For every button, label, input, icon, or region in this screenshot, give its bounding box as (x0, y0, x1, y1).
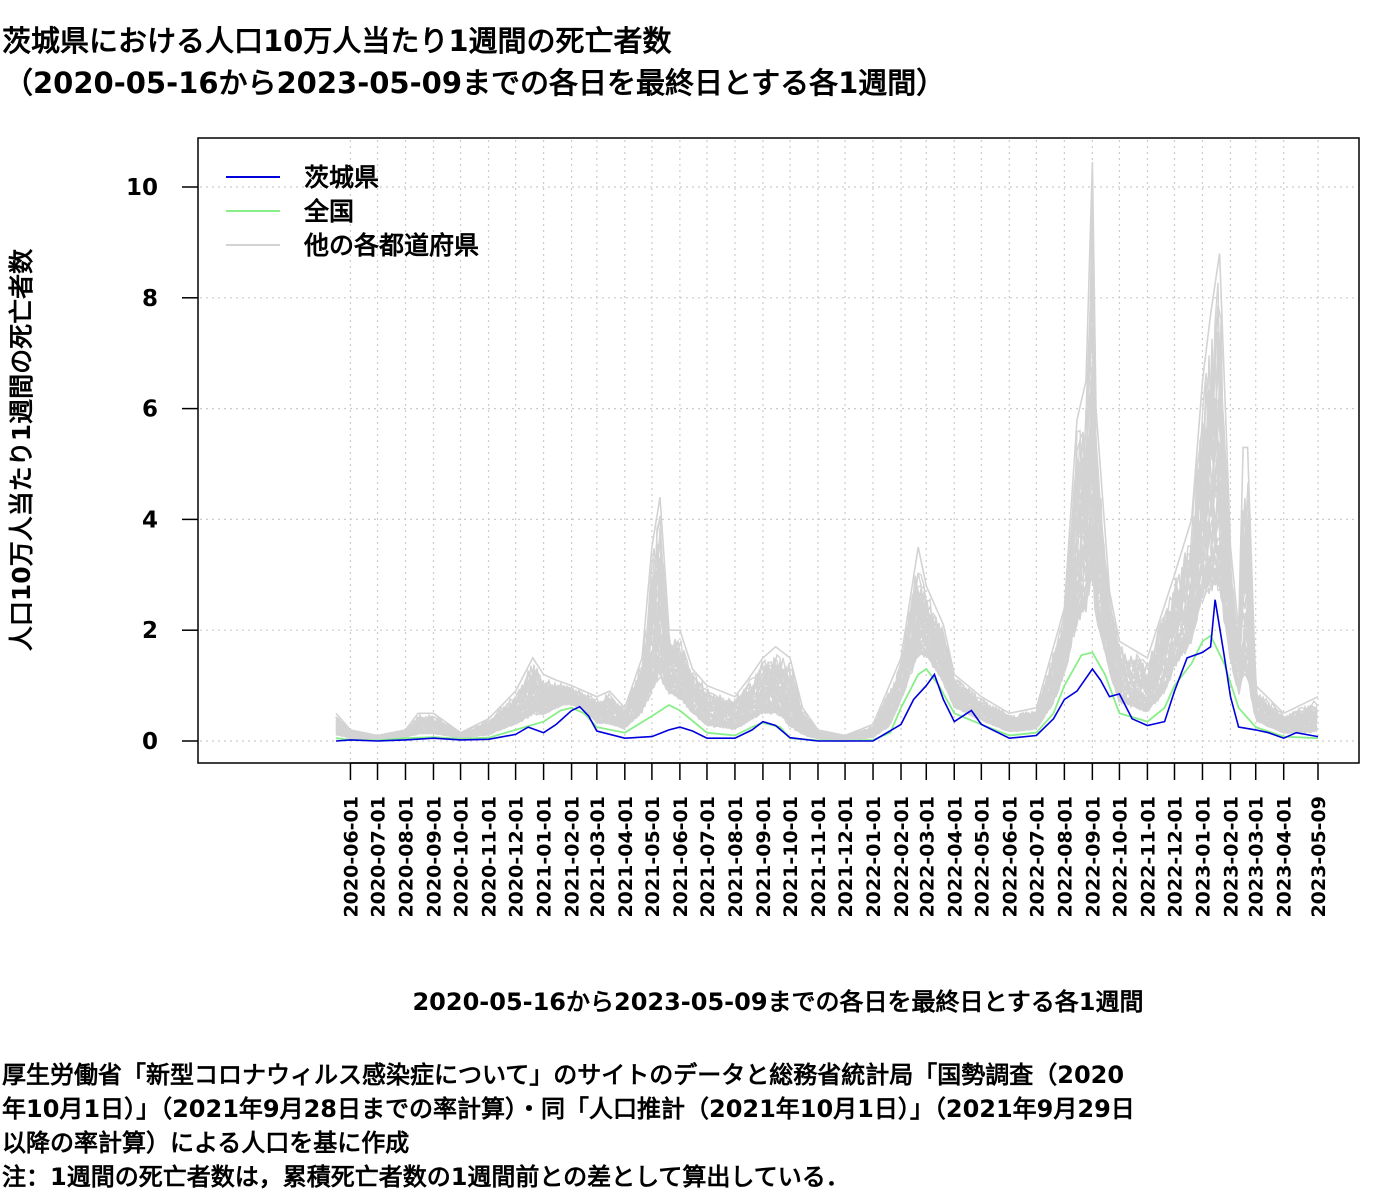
x-tick-label: 2022-01-01 (863, 796, 885, 918)
other-prefecture-line (335, 542, 1318, 741)
other-prefecture-line (335, 383, 1318, 739)
source-note-line: 厚生労働省「新型コロナウィルス感染症について」のサイトのデータと総務省統計局「国… (2, 1061, 1125, 1089)
x-tick-label: 2022-08-01 (1054, 796, 1076, 918)
other-prefecture-line (335, 541, 1318, 741)
other-prefecture-line (335, 396, 1318, 739)
x-tick-label: 2022-06-01 (999, 796, 1021, 918)
other-prefecture-line (335, 429, 1318, 740)
other-prefecture-line (335, 438, 1318, 740)
x-tick-label: 2021-06-01 (670, 796, 692, 918)
x-tick-label: 2020-07-01 (368, 796, 390, 918)
other-prefecture-line (335, 409, 1318, 739)
y-tick-label: 8 (142, 286, 158, 312)
y-tick-label: 10 (126, 175, 158, 201)
other-prefecture-peak-line (335, 162, 1319, 737)
x-tick-label: 2023-04-01 (1274, 796, 1296, 918)
source-note-line: 注：1週間の死亡者数は，累積死亡者数の1週間前との差として算出している． (2, 1163, 850, 1191)
x-tick-label: 2021-02-01 (562, 796, 584, 918)
x-tick-label: 2021-07-01 (697, 796, 719, 918)
legend-label: 他の各都道府県 (303, 231, 479, 260)
x-tick-label: 2022-05-01 (971, 796, 993, 918)
y-tick-label: 2 (142, 618, 158, 644)
x-tick-label: 2021-11-01 (808, 796, 830, 918)
x-tick-label: 2023-02-01 (1220, 796, 1242, 918)
x-tick-label: 2021-10-01 (780, 796, 802, 918)
series-layer (335, 162, 1319, 742)
other-prefecture-line (335, 385, 1318, 739)
other-prefecture-line (335, 463, 1318, 741)
x-tick-label: 2021-08-01 (725, 796, 747, 918)
other-prefecture-line (335, 250, 1318, 738)
x-tick-label: 2022-02-01 (891, 796, 913, 918)
x-tick-label: 2020-11-01 (479, 796, 501, 918)
x-tick-label: 2022-04-01 (944, 796, 966, 918)
y-tick-label: 4 (142, 507, 158, 533)
x-tick-label: 2023-05-09 (1308, 796, 1330, 918)
chart-title: 茨城県における人口10万人当たり1週間の死亡者数 (2, 24, 672, 58)
other-prefecture-line (335, 397, 1318, 740)
y-tick-label: 6 (142, 397, 158, 423)
x-tick-label: 2022-12-01 (1164, 796, 1186, 918)
other-prefecture-line (335, 542, 1318, 741)
x-tick-label: 2022-03-01 (916, 796, 938, 918)
x-tick-label: 2021-05-01 (642, 796, 664, 918)
source-note-line: 以降の率計算）による人口を基に作成 (2, 1129, 410, 1157)
x-tick-label: 2021-01-01 (534, 796, 556, 918)
source-notes: 厚生労働省「新型コロナウィルス感染症について」のサイトのデータと総務省統計局「国… (2, 1058, 1398, 1194)
other-prefecture-line (335, 569, 1318, 741)
x-tick-label: 2020-12-01 (506, 796, 528, 918)
y-tick-label: 0 (142, 729, 158, 755)
x-tick-label: 2021-09-01 (753, 796, 775, 918)
other-prefecture-line (335, 475, 1318, 740)
y-axis-label: 人口10万人当たり1週間の死亡者数 (7, 248, 36, 651)
x-tick-label: 2022-10-01 (1109, 796, 1131, 918)
legend-label: 茨城県 (304, 163, 379, 192)
ibaraki-series-line (335, 599, 1319, 742)
chart-subtitle: （2020-05-16から2023-05-09までの各日を最終日とする各1週間） (4, 66, 946, 100)
other-prefecture-line (335, 367, 1318, 740)
y-axis: 0 2 4 6 8 10 (126, 175, 198, 755)
other-prefecture-line (335, 369, 1318, 740)
x-tick-label: 2023-03-01 (1246, 796, 1268, 918)
other-prefecture-line (335, 431, 1318, 739)
other-prefecture-line (335, 472, 1318, 741)
x-tick-label: 2022-11-01 (1137, 796, 1159, 918)
x-tick-label: 2020-10-01 (451, 796, 473, 918)
x-tick-label: 2022-09-01 (1082, 796, 1104, 918)
legend-label: 全国 (303, 197, 354, 226)
x-tick-label: 2022-07-01 (1026, 796, 1048, 918)
x-axis: 2020-06-01 2020-07-01 2020-08-01 2020-09-01… (340, 762, 1330, 918)
x-tick-label: 2021-12-01 (835, 796, 857, 918)
x-axis-label: 2020-05-16から2023-05-09までの各日を最終日とする各1週間 (412, 988, 1143, 1016)
x-tick-label: 2023-01-01 (1192, 796, 1214, 918)
source-note-line: 年10月1日）」（2021年9月28日までの率計算）・同「人口推計（2021年1… (2, 1095, 1135, 1123)
x-tick-label: 2021-03-01 (587, 796, 609, 918)
x-tick-label: 2020-06-01 (340, 796, 362, 918)
x-tick-label: 2020-08-01 (395, 796, 417, 918)
other-prefecture-line (335, 425, 1318, 739)
x-tick-label: 2020-09-01 (423, 796, 445, 918)
x-tick-label: 2021-04-01 (615, 796, 637, 918)
